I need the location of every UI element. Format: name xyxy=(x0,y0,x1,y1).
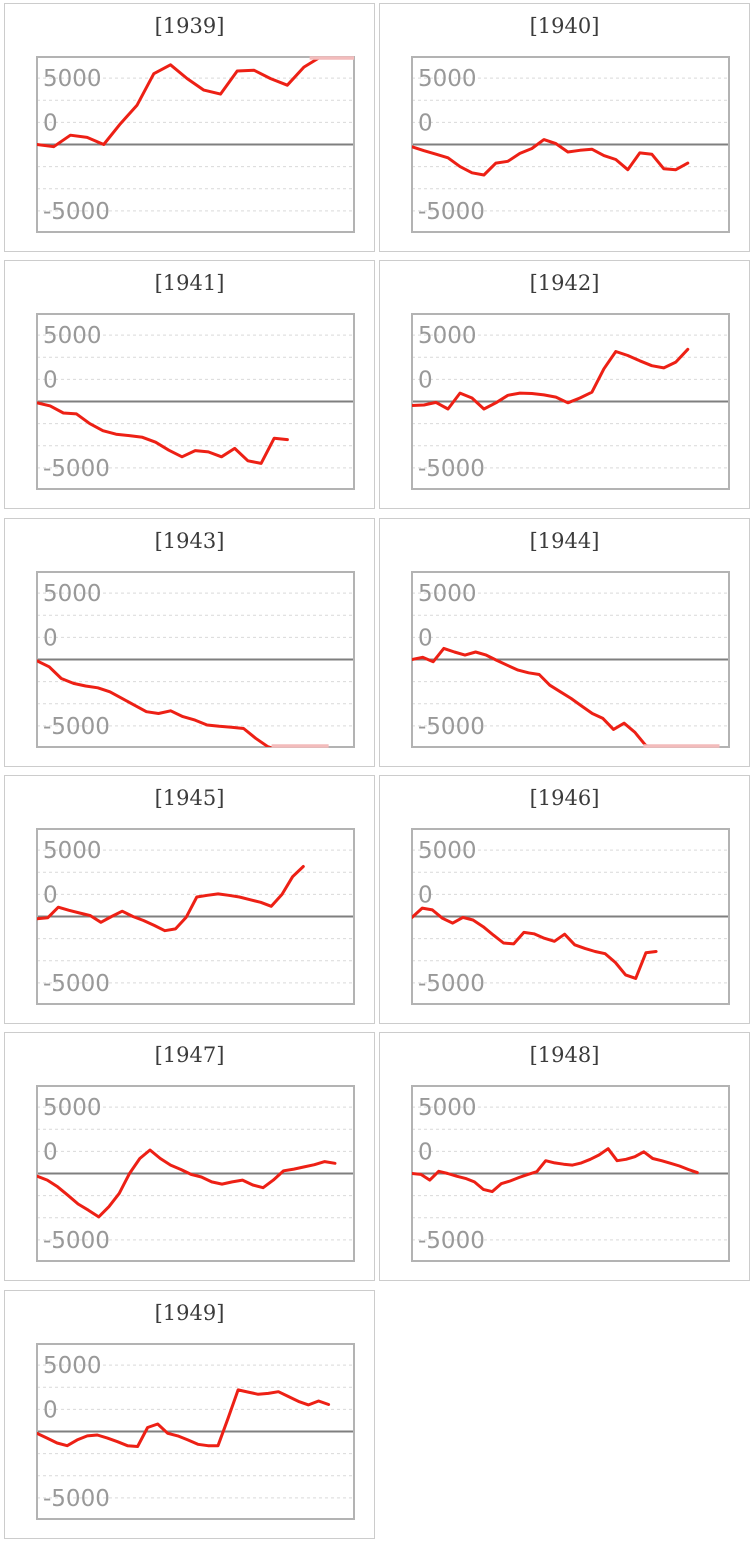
y-tick-label: -5000 xyxy=(43,1228,110,1254)
chart-panel: [1940] 5000 0 -5000 xyxy=(379,3,750,252)
chart-panel: [1945] 5000 0 -5000 xyxy=(4,774,375,1024)
chart-panel: [1948] 5000 0 -5000 xyxy=(379,1032,750,1282)
chart-panel: [1947] 5000 0 -5000 xyxy=(4,1032,375,1282)
chart-panel: [1941] 5000 0 -5000 xyxy=(4,260,375,510)
plot-area: 5000 0 -5000 xyxy=(36,313,355,491)
y-tick-label: 5000 xyxy=(418,66,477,92)
chart-title: [1943] xyxy=(154,528,225,553)
y-tick-label: 0 xyxy=(43,625,58,651)
series-line xyxy=(37,864,305,933)
chart-title: [1942] xyxy=(529,271,600,296)
y-tick-label: 0 xyxy=(43,882,58,908)
y-tick-label: 5000 xyxy=(43,66,102,92)
chart-panel: [1942] 5000 0 -5000 xyxy=(379,260,750,510)
plot-border xyxy=(36,827,355,1005)
chart-panel: [1944] 5000 0 -5000 xyxy=(379,517,750,767)
plot-area: 5000 0 -5000 xyxy=(36,827,355,1005)
y-tick-label: 0 xyxy=(418,625,433,651)
y-tick-label: 0 xyxy=(418,1140,433,1166)
y-tick-label: -5000 xyxy=(43,456,110,482)
y-tick-label: 0 xyxy=(43,368,58,394)
chart-canvas: 5000 0 -5000 xyxy=(36,827,355,1005)
chart-panel: [1946] 5000 0 -5000 xyxy=(379,774,750,1024)
chart-title: [1939] xyxy=(154,14,225,38)
chart-title: [1941] xyxy=(154,271,225,296)
chart-title: [1947] xyxy=(154,1043,225,1068)
y-tick-label: -5000 xyxy=(43,713,110,739)
chart-panel: [1949] 5000 0 -5000 xyxy=(4,1289,375,1539)
chart-canvas: 5000 0 -5000 xyxy=(36,570,355,748)
plot-area: 5000 0 -5000 xyxy=(411,827,730,1005)
y-tick-label: 0 xyxy=(418,882,433,908)
y-tick-label: -5000 xyxy=(43,1485,110,1511)
plot-border xyxy=(36,1085,355,1263)
plot-border xyxy=(411,56,730,233)
y-tick-label: 0 xyxy=(43,110,58,136)
y-tick-label: 5000 xyxy=(43,1095,102,1121)
y-tick-label: 5000 xyxy=(418,323,477,349)
series-line xyxy=(412,646,653,747)
y-tick-label: 5000 xyxy=(43,838,102,864)
series-line xyxy=(37,401,289,466)
chart-title: [1946] xyxy=(529,785,600,810)
chart-title: [1945] xyxy=(154,785,225,810)
chart-canvas: 5000 0 -5000 xyxy=(411,1085,730,1263)
y-tick-label: 5000 xyxy=(43,581,102,607)
series-line xyxy=(412,1147,699,1194)
plot-area: 5000 0 -5000 xyxy=(411,1085,730,1263)
plot-area: 5000 0 -5000 xyxy=(36,56,355,233)
chart-canvas: 5000 0 -5000 xyxy=(36,1085,355,1263)
chart-panel: [1939] 5000 0 -5000 xyxy=(4,3,375,252)
chart-title: [1944] xyxy=(529,528,600,553)
y-tick-label: 0 xyxy=(418,110,433,136)
plot-border xyxy=(411,313,730,491)
plot-area: 5000 0 -5000 xyxy=(36,570,355,748)
y-tick-label: 0 xyxy=(418,368,433,394)
chart-canvas: 5000 0 -5000 xyxy=(36,56,355,233)
plot-area: 5000 0 -5000 xyxy=(411,313,730,491)
y-tick-label: -5000 xyxy=(43,199,110,225)
y-tick-label: 0 xyxy=(43,1140,58,1166)
plot-area: 5000 0 -5000 xyxy=(411,570,730,748)
y-tick-label: -5000 xyxy=(418,1228,485,1254)
y-tick-label: 5000 xyxy=(418,1095,477,1121)
chart-canvas: 5000 0 -5000 xyxy=(411,313,730,491)
plot-area: 5000 0 -5000 xyxy=(411,56,730,233)
series-line xyxy=(37,57,328,149)
y-tick-label: -5000 xyxy=(418,971,485,997)
series-line xyxy=(37,1148,337,1219)
chart-panel: [1943] 5000 0 -5000 xyxy=(4,517,375,767)
plot-border xyxy=(36,1342,355,1520)
chart-canvas: 5000 0 -5000 xyxy=(411,570,730,748)
chart-canvas: 5000 0 -5000 xyxy=(411,827,730,1005)
y-tick-label: -5000 xyxy=(418,456,485,482)
chart-title: [1949] xyxy=(154,1300,225,1325)
series-line xyxy=(37,658,274,747)
y-tick-label: 5000 xyxy=(43,323,102,349)
y-tick-label: 0 xyxy=(43,1397,58,1423)
series-line xyxy=(412,906,658,980)
series-line xyxy=(412,138,690,177)
chart-canvas: 5000 0 -5000 xyxy=(36,1342,355,1520)
series-line xyxy=(412,348,690,411)
y-tick-label: 5000 xyxy=(418,838,477,864)
plot-area: 5000 0 -5000 xyxy=(36,1342,355,1520)
chart-canvas: 5000 0 -5000 xyxy=(411,56,730,233)
y-tick-label: -5000 xyxy=(418,199,485,225)
y-tick-label: -5000 xyxy=(43,971,110,997)
series-line xyxy=(37,1387,331,1448)
chart-canvas: 5000 0 -5000 xyxy=(36,313,355,491)
plot-area: 5000 0 -5000 xyxy=(36,1085,355,1263)
chart-title: [1948] xyxy=(529,1043,600,1068)
y-tick-label: -5000 xyxy=(418,713,485,739)
y-tick-label: 5000 xyxy=(43,1353,102,1379)
y-tick-label: 5000 xyxy=(418,581,477,607)
chart-title: [1940] xyxy=(529,14,600,38)
